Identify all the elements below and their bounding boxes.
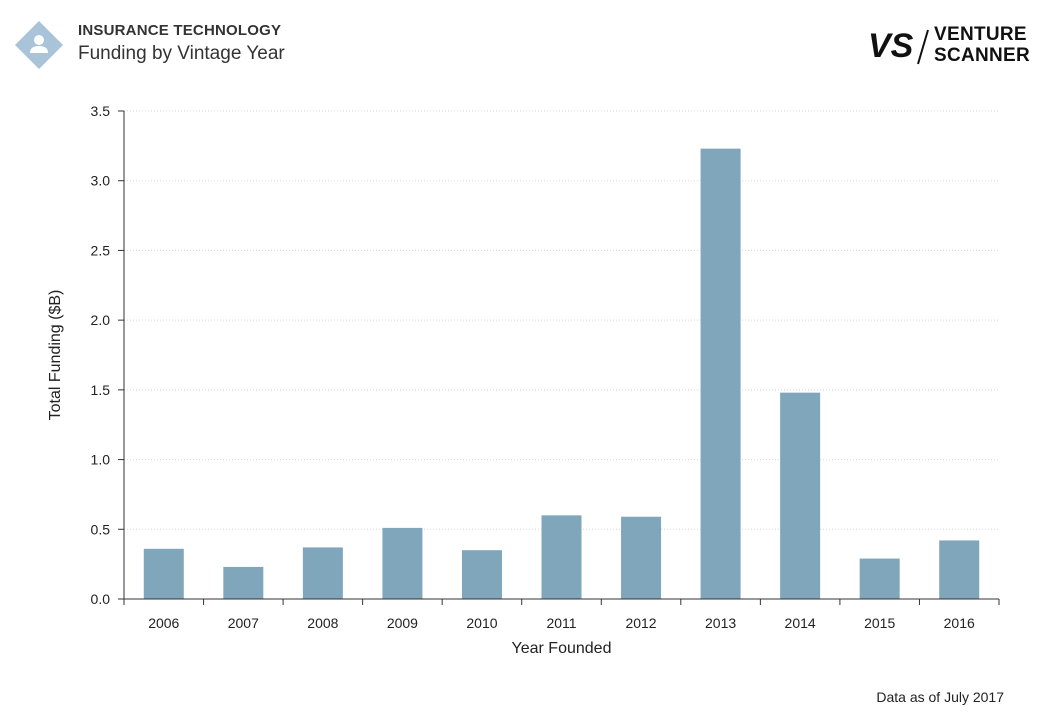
y-tick-label: 0.0 [91,591,111,607]
bar-2009 [382,527,423,599]
x-tick-label: 2009 [387,615,418,631]
logo-text: VENTURE SCANNER [934,24,1030,66]
x-tick-label: 2012 [625,615,656,631]
logo-line-1: VENTURE [934,24,1027,45]
y-tick-labels: 0.0 0.5 1.0 1.5 2.0 2.5 3.0 3.5 [91,103,124,607]
bar-2006 [143,548,184,599]
x-tick-label: 2015 [864,615,895,631]
bar-2010 [461,550,502,599]
x-tick-label: 2013 [705,615,736,631]
y-tick-label: 1.0 [91,452,111,468]
x-tick-label: 2011 [546,615,576,631]
logo-mark: VS [868,27,914,65]
y-tick-label: 0.5 [91,521,111,537]
bar-2011 [541,515,582,599]
x-tick-label: 2016 [944,615,975,631]
x-tick-labels: 2006 2007 2008 2009 2010 2011 2012 2013 2014 2015… [123,599,1000,631]
data-date-note: Data as of July 2017 [876,689,1004,705]
bar-2013 [700,148,741,599]
x-tick-label: 2014 [785,615,816,631]
y-tick-label: 2.0 [91,312,111,328]
x-tick-label: 2007 [228,615,259,631]
person-icon [30,35,48,53]
bar-2016 [939,540,980,599]
bar-2008 [302,547,343,599]
venture-scanner-logo: VS [868,27,929,65]
x-tick-label: 2008 [307,615,338,631]
logo-line-2: SCANNER [934,45,1031,66]
chart-title: Funding by Vintage Year [78,43,285,64]
header-category: INSURANCE TECHNOLOGY [78,22,282,39]
category-badge-icon [15,21,63,69]
bars [143,148,980,599]
bar-2014 [780,392,821,599]
y-tick-label: 3.0 [91,173,111,189]
bar-2015 [859,558,900,599]
x-axis-title: Year Founded [512,640,612,657]
y-tick-label: 3.5 [91,103,111,119]
y-axis-title: Total Funding ($B) [47,290,64,421]
bar-2012 [621,516,662,599]
y-tick-label: 1.5 [91,382,111,398]
grid-lines [124,110,999,530]
x-tick-label: 2010 [466,615,497,631]
bar-2007 [223,566,264,599]
y-tick-label: 2.5 [91,242,111,258]
axes [123,111,999,600]
x-tick-label: 2006 [148,615,179,631]
